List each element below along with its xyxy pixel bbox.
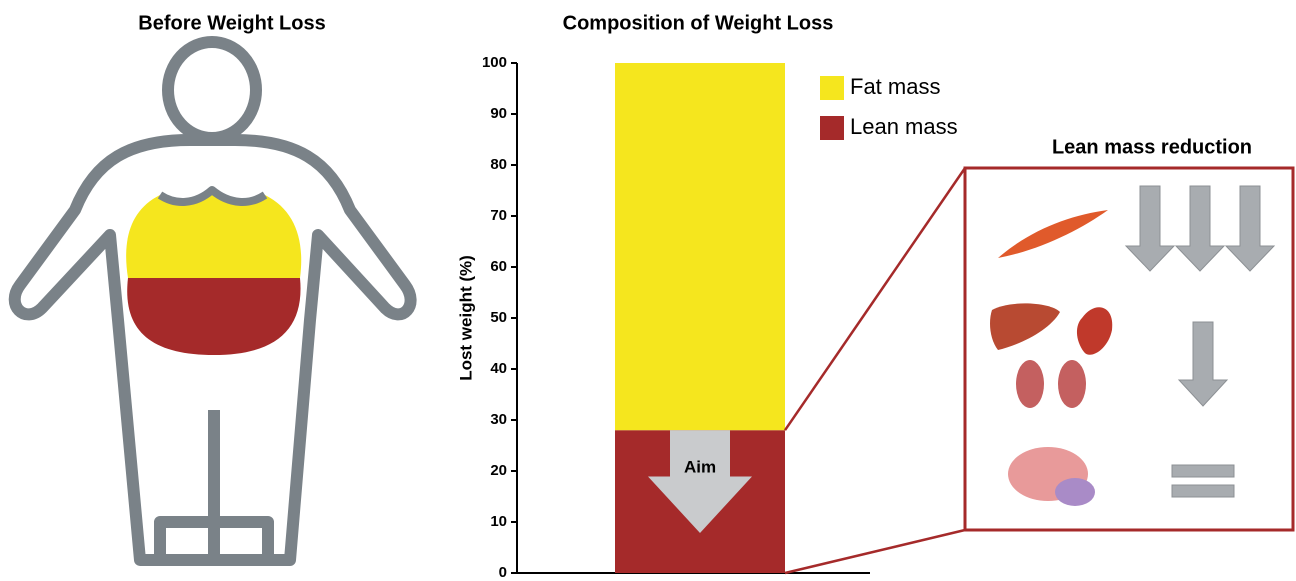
y-tick-label: 10 bbox=[490, 513, 507, 530]
y-tick-label: 90 bbox=[490, 105, 507, 122]
connector bbox=[784, 528, 966, 575]
y-tick-label: 50 bbox=[490, 309, 507, 326]
y-tick-label: 60 bbox=[490, 258, 507, 275]
y-tick-label: 30 bbox=[490, 411, 507, 428]
muscle-icon bbox=[998, 210, 1108, 258]
y-tick-label: 100 bbox=[482, 54, 507, 71]
bar-segment bbox=[615, 63, 785, 431]
y-tick-label: 70 bbox=[490, 207, 507, 224]
y-tick-label: 40 bbox=[490, 360, 507, 377]
y-tick-label: 80 bbox=[490, 156, 507, 173]
aim-label: Aim bbox=[684, 458, 716, 477]
organ-icons bbox=[990, 303, 1113, 506]
arrows bbox=[1124, 185, 1276, 498]
zoom-box bbox=[963, 166, 1295, 532]
connector bbox=[783, 167, 967, 431]
legend-label: Lean mass bbox=[850, 114, 958, 139]
y-axis-label: Lost weight (%) bbox=[456, 255, 475, 381]
legend-swatch bbox=[820, 76, 844, 100]
y-tick-label: 20 bbox=[490, 462, 507, 479]
right-title: Lean mass reduction bbox=[1052, 136, 1252, 158]
y-tick-label: 0 bbox=[499, 564, 507, 581]
chart-title: Composition of Weight Loss bbox=[563, 12, 834, 34]
aim-arrow bbox=[648, 430, 752, 533]
body-figure bbox=[8, 36, 417, 566]
legend-swatch bbox=[820, 116, 844, 140]
legend-label: Fat mass bbox=[850, 74, 940, 99]
left-title: Before Weight Loss bbox=[138, 12, 325, 34]
